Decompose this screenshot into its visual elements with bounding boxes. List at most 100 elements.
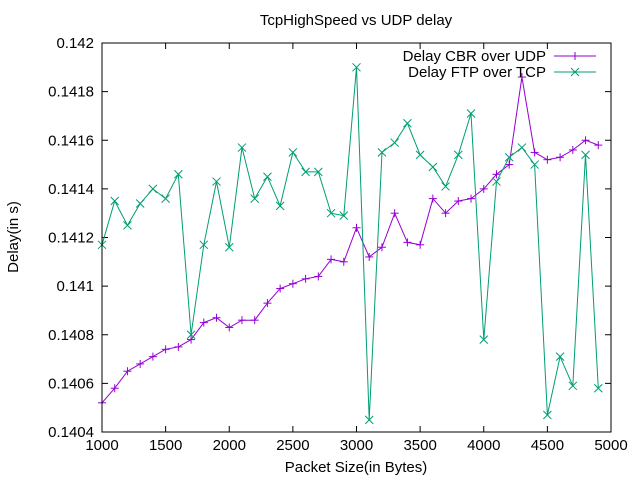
- y-tick-label: 0.1418: [48, 84, 94, 101]
- y-tick-label: 0.1414: [48, 181, 94, 198]
- data-point: [415, 150, 425, 160]
- x-tick-label: 2000: [213, 437, 246, 454]
- data-point: [543, 155, 552, 164]
- y-tick-label: 0.141: [56, 278, 94, 295]
- data-point: [250, 194, 260, 203]
- x-tick-label: 3000: [340, 437, 373, 454]
- legend-marker: [570, 67, 580, 77]
- data-point: [313, 167, 323, 177]
- y-tick-label: 0.1406: [48, 375, 94, 392]
- data-point: [568, 145, 577, 154]
- data-point: [161, 194, 170, 203]
- data-point: [199, 318, 208, 327]
- data-point: [530, 160, 540, 169]
- data-point: [123, 220, 132, 230]
- data-point: [352, 62, 361, 72]
- data-point: [365, 252, 374, 261]
- data-point: [556, 153, 565, 162]
- data-point: [327, 255, 336, 264]
- data-point: [517, 73, 526, 82]
- data-point: [250, 316, 259, 325]
- x-tick-label: 2500: [276, 437, 309, 454]
- y-tick-label: 0.1416: [48, 132, 94, 149]
- data-point: [517, 143, 527, 152]
- data-point: [263, 299, 272, 308]
- data-point: [237, 143, 247, 152]
- data-point: [110, 196, 120, 206]
- legend-label: Delay FTP over TCP: [408, 64, 546, 81]
- data-point: [492, 177, 501, 186]
- y-axis-ticks: 0.1404 0.1406 0.1408 0.141 0.1412 0.1414 0.141…: [48, 35, 611, 441]
- data-point: [263, 172, 272, 182]
- data-point: [326, 208, 336, 218]
- chart-title: TcpHighSpeed vs UDP delay: [260, 12, 453, 29]
- plot-series: [97, 62, 603, 425]
- data-point: [148, 352, 157, 361]
- data-point: [377, 243, 386, 252]
- data-point: [466, 109, 476, 118]
- y-tick-label: 0.1412: [48, 230, 94, 247]
- data-point: [479, 184, 488, 193]
- data-point: [441, 182, 450, 191]
- series-cbr-udp: [98, 73, 603, 407]
- data-point: [123, 367, 132, 376]
- data-point: [390, 209, 399, 218]
- data-point: [403, 238, 412, 247]
- data-point: [428, 162, 438, 172]
- data-point: [364, 415, 374, 425]
- data-point: [416, 240, 425, 249]
- y-tick-label: 0.1404: [48, 424, 94, 441]
- data-point: [187, 335, 196, 344]
- data-point: [339, 211, 349, 220]
- plot-frame: [101, 42, 612, 433]
- data-point: [288, 148, 298, 157]
- data-point: [428, 194, 437, 203]
- data-point: [224, 242, 234, 252]
- legend-marker: [571, 52, 579, 60]
- x-tick-label: 1000: [85, 437, 118, 454]
- data-point: [135, 199, 145, 208]
- data-point: [568, 381, 578, 391]
- series-line: [101, 76, 599, 404]
- data-point: [441, 209, 450, 218]
- data-point: [275, 201, 285, 211]
- data-point: [555, 352, 565, 361]
- data-point: [505, 160, 514, 169]
- data-point: [594, 141, 603, 150]
- data-point: [301, 274, 310, 283]
- data-point: [453, 150, 463, 160]
- data-point: [390, 138, 400, 148]
- x-tick-label: 4500: [531, 437, 564, 454]
- data-point: [581, 150, 590, 160]
- data-point: [212, 313, 221, 322]
- data-point: [237, 316, 246, 325]
- x-tick-label: 5000: [594, 437, 627, 454]
- data-point: [479, 335, 489, 344]
- data-point: [543, 410, 552, 420]
- data-point: [186, 330, 196, 340]
- data-point: [301, 167, 310, 177]
- data-point: [339, 257, 348, 266]
- data-point: [174, 342, 183, 351]
- data-point: [593, 383, 603, 393]
- y-tick-label: 0.1408: [48, 327, 94, 344]
- data-point: [314, 272, 323, 281]
- y-axis-label: Delay(in s): [5, 201, 22, 273]
- series-line: [101, 67, 599, 420]
- data-point: [199, 240, 209, 250]
- x-axis-label: Packet Size(in Bytes): [285, 459, 428, 476]
- data-point: [161, 345, 170, 354]
- data-point: [467, 194, 476, 203]
- data-point: [377, 148, 387, 157]
- data-point: [276, 284, 285, 293]
- x-tick-label: 3500: [403, 437, 436, 454]
- series-ftp-tcp: [97, 62, 603, 425]
- data-point: [225, 323, 234, 332]
- data-point: [454, 197, 463, 206]
- data-point: [148, 184, 158, 194]
- data-point: [352, 223, 361, 232]
- x-axis-ticks: 1000 1500 2000 2500 3000 3500 4000 4500 5000: [85, 43, 628, 454]
- data-point: [403, 118, 412, 128]
- data-point: [212, 177, 221, 186]
